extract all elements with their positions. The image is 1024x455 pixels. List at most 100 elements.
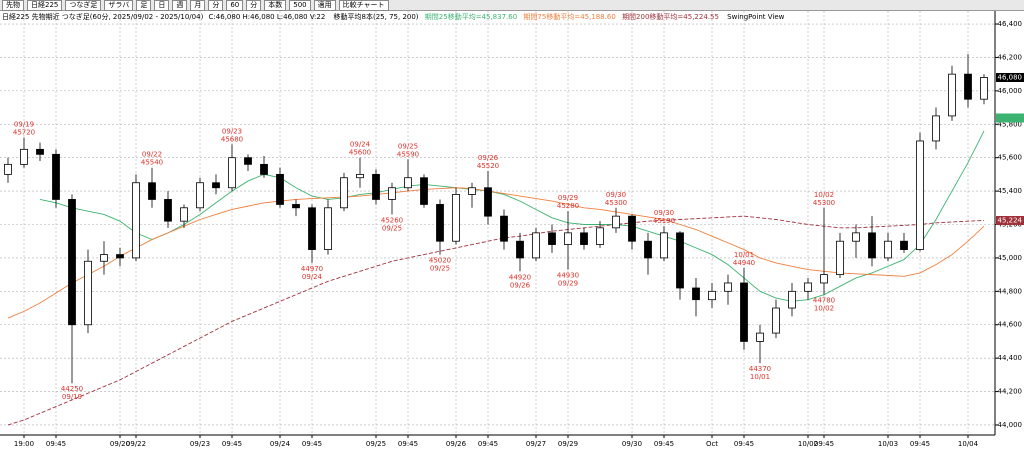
toolbar-item[interactable]: 日 bbox=[154, 0, 170, 11]
x-tick-label: 09/30 bbox=[622, 440, 642, 448]
x-tick-label: 09/27 bbox=[526, 440, 546, 448]
x-tick-label: 09:45 bbox=[654, 440, 674, 448]
candle-body bbox=[180, 207, 188, 222]
candle-body bbox=[436, 204, 444, 242]
x-tick-label: 09:45 bbox=[478, 440, 498, 448]
candle-body bbox=[20, 148, 28, 165]
candle-body bbox=[292, 204, 300, 209]
candle-body bbox=[580, 232, 588, 245]
candle-body bbox=[724, 282, 732, 292]
swing-price: 45300 bbox=[813, 199, 835, 207]
candle-body bbox=[820, 274, 828, 284]
chart-title: 日経225 先物期近 つなぎ足(60分, 2025/09/02 - 2025/1… bbox=[2, 12, 204, 21]
candle-body bbox=[356, 173, 364, 179]
candle-body bbox=[452, 194, 460, 242]
swing-price: 45280 bbox=[557, 202, 579, 210]
candle-body bbox=[516, 240, 524, 259]
swing-date: 10/02 bbox=[814, 305, 834, 313]
swing-date: 10/01 bbox=[734, 251, 754, 259]
candle-body bbox=[500, 215, 508, 242]
x-tick-label: 09/25 bbox=[366, 440, 386, 448]
swing-date: 10/01 bbox=[750, 373, 770, 381]
header: 日経225 先物期近 つなぎ足(60分, 2025/09/02 - 2025/1… bbox=[2, 12, 785, 21]
swing-date: 09/23 bbox=[222, 127, 242, 135]
toolbar-item[interactable]: 500 bbox=[289, 0, 311, 11]
candle-body bbox=[596, 227, 604, 245]
x-tick-label: 09/20 bbox=[110, 440, 130, 448]
candle-body bbox=[276, 173, 284, 205]
candle-body bbox=[916, 140, 924, 250]
candle-body bbox=[212, 182, 220, 189]
legend-entry: 期間200移動平均=45,224.55 bbox=[622, 12, 719, 21]
swing-date: 10/02 bbox=[814, 191, 834, 199]
toolbar-item[interactable]: 分 bbox=[246, 0, 262, 11]
legend-entry: 期間75移動平均=45,188.60 bbox=[523, 12, 615, 21]
candle-body bbox=[612, 215, 620, 229]
swing-date: 09/29 bbox=[558, 280, 578, 288]
candle-body bbox=[116, 254, 124, 259]
swing-price: 45020 bbox=[429, 257, 451, 265]
candle-body bbox=[100, 254, 108, 262]
y-tick-label: 44,200 bbox=[998, 388, 1023, 396]
x-tick-label: 09/26 bbox=[446, 440, 467, 448]
x-tick-label: 09:45 bbox=[910, 440, 930, 448]
y-tick-label: 44,000 bbox=[998, 421, 1023, 429]
toolbar-item[interactable]: 60 bbox=[226, 0, 244, 11]
price-marker bbox=[996, 215, 1024, 225]
toolbar-item[interactable]: 月 bbox=[190, 0, 206, 11]
candle-body bbox=[196, 182, 204, 209]
x-tick-label: 09:45 bbox=[734, 440, 754, 448]
swing-date: 09/22 bbox=[142, 151, 162, 159]
candle-body bbox=[788, 290, 796, 309]
toolbar-item[interactable]: 日経225 bbox=[27, 0, 63, 11]
swing-price: 44930 bbox=[557, 272, 579, 280]
swing-date: 09/25 bbox=[398, 142, 418, 150]
toolbar-item[interactable]: 先物 bbox=[2, 0, 24, 11]
candle-body bbox=[148, 182, 156, 200]
swing-price: 45590 bbox=[397, 150, 419, 158]
y-tick-label: 45,800 bbox=[998, 120, 1023, 128]
swing-date: 09/25 bbox=[430, 265, 450, 273]
x-tick-label: 10/03 bbox=[878, 440, 898, 448]
candle-body bbox=[564, 232, 572, 245]
candle-body bbox=[164, 199, 172, 222]
candle-body bbox=[228, 157, 236, 189]
y-tick-label: 46,000 bbox=[998, 87, 1023, 95]
chart: 09/19457204425009/1909/224554009/2345680… bbox=[0, 11, 1024, 448]
toolbar-item[interactable]: 適用 bbox=[313, 0, 336, 11]
candle-body bbox=[852, 232, 860, 242]
candle-body bbox=[340, 177, 348, 209]
swing-date: 09/24 bbox=[350, 141, 371, 149]
y-tick-label: 44,800 bbox=[998, 287, 1023, 295]
x-tick-label: 10/02 bbox=[798, 440, 818, 448]
candle-body bbox=[36, 148, 44, 155]
y-tick-label: 44,600 bbox=[998, 321, 1023, 329]
toolbar-item[interactable]: 週 bbox=[172, 0, 188, 11]
x-tick-label: 19:00 bbox=[14, 440, 34, 448]
x-tick-label: 09/24 bbox=[270, 440, 291, 448]
candle-body bbox=[868, 232, 876, 259]
swing-price: 44780 bbox=[813, 297, 835, 305]
swing-price: 45540 bbox=[141, 159, 163, 167]
toolbar-item[interactable]: ザラバ bbox=[104, 0, 134, 11]
swing-date: 09/26 bbox=[478, 154, 499, 162]
swing-price: 44250 bbox=[61, 385, 83, 393]
toolbar-item[interactable]: 本数 bbox=[264, 0, 287, 11]
toolbar-item[interactable]: 分 bbox=[208, 0, 224, 11]
candle-body bbox=[772, 307, 780, 334]
y-tick-label: 45,600 bbox=[998, 154, 1023, 162]
toolbar-item[interactable]: 足 bbox=[136, 0, 152, 11]
toolbar-item[interactable]: つなぎ足 bbox=[65, 0, 102, 11]
candle-body bbox=[836, 240, 844, 276]
candle-body bbox=[884, 240, 892, 259]
x-tick-label: 09:45 bbox=[398, 440, 418, 448]
swing-price: 45190 bbox=[653, 217, 675, 225]
candle-body bbox=[132, 182, 140, 259]
candle-body bbox=[52, 153, 60, 200]
toolbar-item[interactable]: 比較チャート bbox=[338, 0, 389, 11]
candle-body bbox=[68, 199, 76, 326]
price-marker-label: 45,224 bbox=[998, 216, 1023, 224]
swing-date: 09/19 bbox=[62, 393, 82, 401]
moving-average-line bbox=[7, 187, 985, 319]
